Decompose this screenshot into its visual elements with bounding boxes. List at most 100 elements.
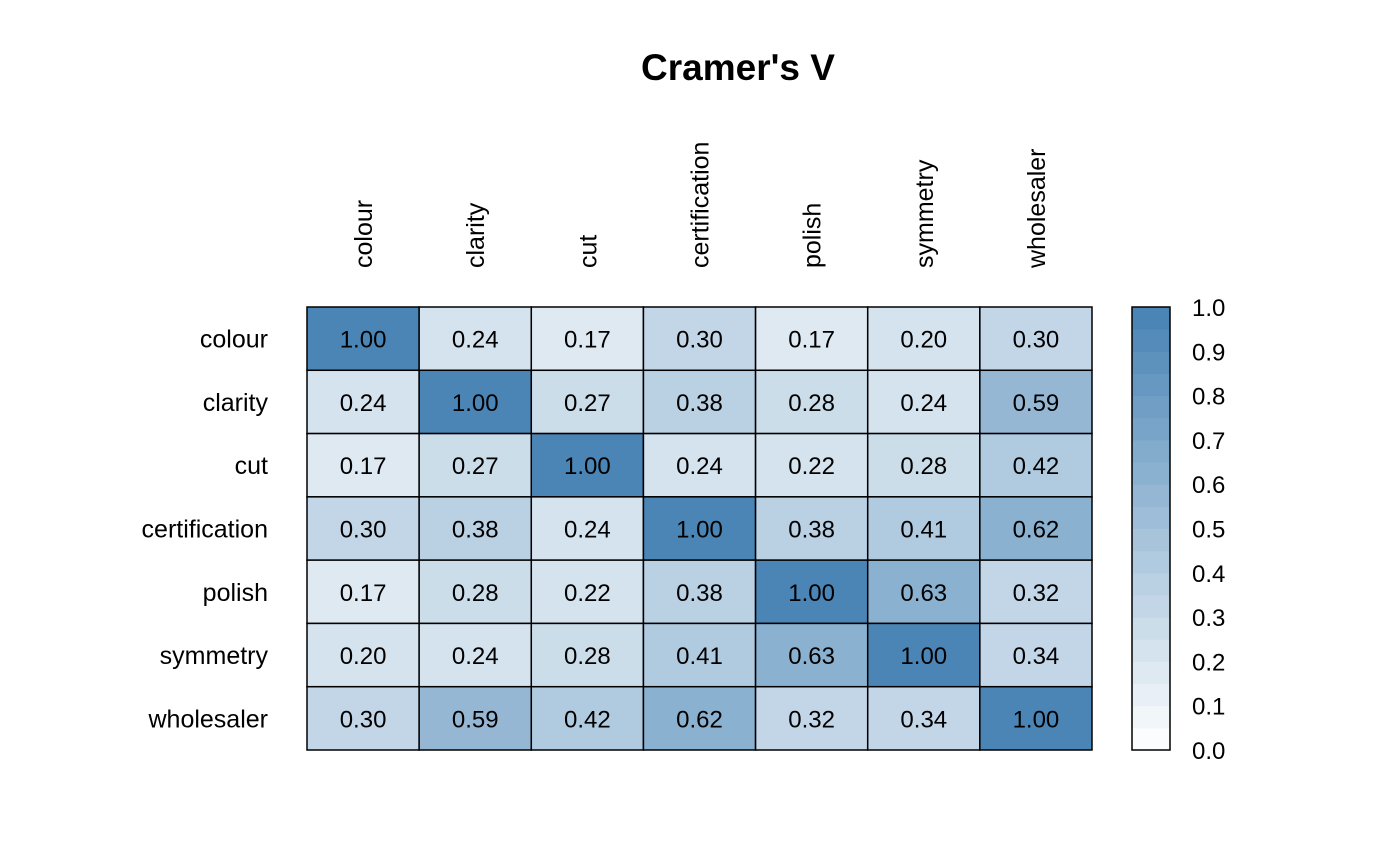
cell-value-wholesaler-polish: 0.32 <box>788 706 835 733</box>
legend-band <box>1132 439 1170 463</box>
column-label-wholesaler: wholesaler <box>1023 148 1051 269</box>
column-label-cut: cut <box>574 235 602 268</box>
heatmap-cell-clarity-wholesaler <box>979 369 1093 435</box>
legend-band <box>1132 373 1170 397</box>
heatmap-cell-cut-polish <box>754 432 869 498</box>
legend-band <box>1132 705 1170 729</box>
legend-band <box>1132 462 1170 485</box>
legend-band <box>1132 572 1170 596</box>
color-legend-border <box>1131 306 1171 751</box>
legend-band <box>1132 661 1170 685</box>
cell-value-certification-polish: 0.38 <box>788 517 835 544</box>
heatmap-cells <box>306 306 1093 751</box>
legend-band <box>1132 528 1170 552</box>
legend-tick-label: 1.0 <box>1192 295 1225 322</box>
cell-value-colour-clarity: 0.24 <box>452 327 499 354</box>
row-label-colour: colour <box>200 326 268 354</box>
cell-value-colour-wholesaler: 0.30 <box>1013 327 1060 354</box>
legend-tick-label: 0.9 <box>1192 339 1225 366</box>
heatmap-cell-symmetry-colour <box>306 622 420 688</box>
heatmap-cell-certification-clarity <box>418 496 533 561</box>
column-label-clarity: clarity <box>462 202 490 268</box>
heatmap-cell-wholesaler-symmetry <box>866 685 981 751</box>
heatmap-cell-certification-colour <box>306 496 420 561</box>
cell-value-symmetry-cut: 0.28 <box>564 643 611 670</box>
column-label-symmetry: symmetry <box>911 159 939 268</box>
heatmap-cell-colour-symmetry <box>866 306 981 372</box>
cell-value-wholesaler-certification: 0.62 <box>676 706 723 733</box>
cell-value-clarity-symmetry: 0.24 <box>900 390 947 417</box>
heatmap-cell-cut-clarity <box>418 432 533 498</box>
heatmap-cell-wholesaler-certification <box>642 685 757 751</box>
cell-value-wholesaler-wholesaler: 1.00 <box>1013 706 1060 733</box>
cell-value-symmetry-polish: 0.63 <box>788 643 835 670</box>
cell-value-colour-colour: 1.00 <box>340 327 387 354</box>
cell-value-clarity-cut: 0.27 <box>564 390 611 417</box>
heatmap-cell-colour-clarity <box>418 306 533 372</box>
heatmap-cell-labels: 1.00 0.24 0.17 0.30 0.17 0.20 0.30 0.24 1.00 0.27… <box>340 327 1060 734</box>
cell-value-polish-colour: 0.17 <box>340 580 387 607</box>
cell-value-symmetry-clarity: 0.24 <box>452 643 499 670</box>
cell-value-cut-colour: 0.17 <box>340 453 387 480</box>
row-labels: colour clarity cut certification polish symme… <box>142 326 269 734</box>
column-label-certification: certification <box>687 142 715 268</box>
cell-value-colour-cut: 0.17 <box>564 327 611 354</box>
cell-value-wholesaler-clarity: 0.59 <box>452 706 499 733</box>
row-label-polish: polish <box>203 579 268 607</box>
legend-band <box>1132 329 1170 352</box>
cell-value-cut-cut: 1.00 <box>564 453 611 480</box>
cell-value-polish-symmetry: 0.63 <box>900 580 947 607</box>
cell-value-certification-symmetry: 0.41 <box>900 517 947 544</box>
row-label-cut: cut <box>235 452 268 480</box>
chart-title: Cramer's V <box>641 47 835 88</box>
cell-value-symmetry-symmetry: 1.00 <box>900 643 947 670</box>
color-legend-ticks: 0.0 0.1 0.2 0.3 0.4 0.5 0.6 0.7 0.8 0.9 1.0 <box>1192 295 1225 765</box>
legend-band <box>1132 594 1170 618</box>
cell-value-symmetry-wholesaler: 0.34 <box>1013 643 1060 670</box>
heatmap-cell-symmetry-clarity <box>418 622 533 688</box>
heatmap-cell-symmetry-certification <box>642 622 757 688</box>
legend-tick-label: 0.8 <box>1192 384 1225 411</box>
legend-band <box>1132 617 1170 640</box>
cell-value-certification-colour: 0.30 <box>340 517 387 544</box>
row-label-clarity: clarity <box>203 389 269 417</box>
heatmap-cell-certification-wholesaler <box>979 496 1093 561</box>
cell-value-certification-wholesaler: 0.62 <box>1013 517 1060 544</box>
heatmap-cell-symmetry-polish <box>754 622 869 688</box>
row-label-certification: certification <box>142 516 268 544</box>
cell-value-symmetry-colour: 0.20 <box>340 643 387 670</box>
color-legend-bands <box>1132 307 1170 751</box>
cell-value-cut-wholesaler: 0.42 <box>1013 453 1060 480</box>
cell-value-polish-cut: 0.22 <box>564 580 611 607</box>
heatmap-cell-polish-cut <box>530 559 645 625</box>
cell-value-colour-certification: 0.30 <box>676 327 723 354</box>
cell-value-colour-polish: 0.17 <box>788 327 835 354</box>
legend-tick-label: 0.7 <box>1192 428 1225 455</box>
column-label-polish: polish <box>799 203 827 268</box>
cell-value-clarity-wholesaler: 0.59 <box>1013 390 1060 417</box>
legend-band <box>1132 639 1170 662</box>
heatmap-cell-symmetry-wholesaler <box>979 622 1093 688</box>
heatmap-cell-certification-symmetry <box>866 496 981 561</box>
heatmap-cell-colour-colour <box>306 306 420 372</box>
cell-value-certification-cut: 0.24 <box>564 517 611 544</box>
heatmap-cell-wholesaler-polish <box>754 685 869 751</box>
cell-value-certification-clarity: 0.38 <box>452 517 499 544</box>
legend-band <box>1132 307 1170 330</box>
cell-value-clarity-clarity: 1.00 <box>452 390 499 417</box>
cell-value-polish-wholesaler: 0.32 <box>1013 580 1060 607</box>
heatmap-cell-certification-certification <box>642 496 757 561</box>
cell-value-cut-certification: 0.24 <box>676 453 723 480</box>
row-label-wholesaler: wholesaler <box>147 705 268 733</box>
legend-tick-label: 0.5 <box>1192 517 1225 544</box>
legend-band <box>1132 727 1170 751</box>
cell-value-wholesaler-cut: 0.42 <box>564 706 611 733</box>
cell-value-polish-polish: 1.00 <box>788 580 835 607</box>
column-label-colour: colour <box>350 200 378 268</box>
heatmap-cell-cut-wholesaler <box>979 432 1093 498</box>
cell-value-cut-polish: 0.22 <box>788 453 835 480</box>
row-label-symmetry: symmetry <box>160 642 269 670</box>
heatmap-cell-wholesaler-cut <box>530 685 645 751</box>
legend-band <box>1132 683 1170 707</box>
